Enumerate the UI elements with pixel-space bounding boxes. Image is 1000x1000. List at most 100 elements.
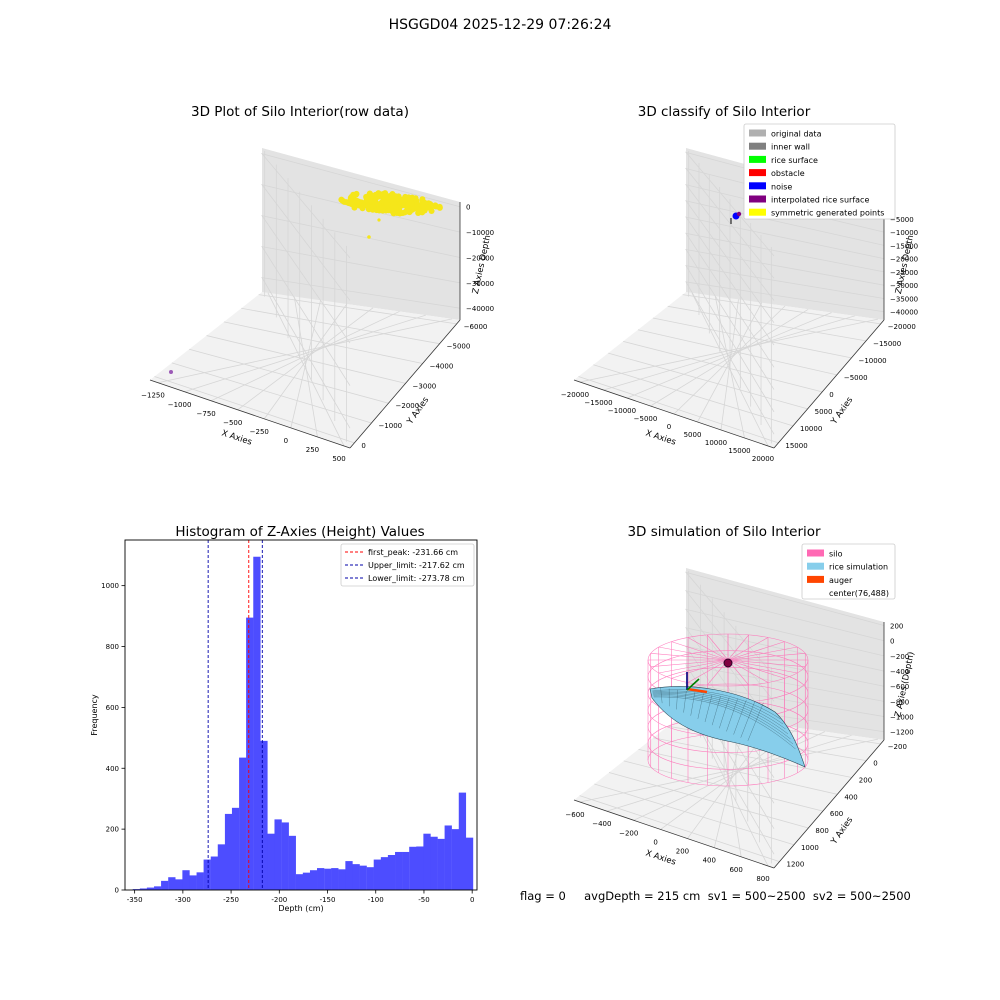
- simulation-3d-plot: −600−400−2000200400600800120010008006004…: [565, 543, 917, 883]
- legend-label: obstacle: [771, 169, 805, 178]
- raw-data-point: [359, 205, 366, 212]
- raw-data-3d-plot: −1250−1000−750−500−25002505000−1000−2000…: [141, 148, 494, 463]
- x-tick-label: 600: [729, 866, 742, 874]
- legend-label: first_peak: -231.66 cm: [368, 548, 458, 557]
- z-tick-label: −35000: [890, 295, 918, 303]
- legend-label: silo: [829, 550, 843, 559]
- raw-data-point: [414, 205, 421, 212]
- raw-data-point: [433, 203, 440, 210]
- rice-mesh-line: [676, 689, 678, 710]
- raw-data-point: [367, 235, 371, 239]
- grid-line: [685, 664, 885, 804]
- z-tick-label: −20000: [890, 256, 918, 264]
- x-tick-label: 15000: [728, 447, 750, 455]
- raw-data-point: [363, 193, 370, 200]
- grid-line: [210, 311, 400, 402]
- rice-mesh-line: [740, 701, 756, 738]
- y-tick-label: 400: [844, 793, 857, 801]
- grid-line: [697, 302, 763, 423]
- grid-line: [685, 248, 885, 390]
- x-axis-label: X Axies: [644, 428, 677, 447]
- histogram-bar: [324, 868, 332, 890]
- grid-line: [682, 294, 881, 325]
- z-tick-label: −1000: [890, 714, 914, 722]
- histogram-bar: [465, 837, 474, 890]
- x-tick-label: −1000: [168, 401, 192, 409]
- grid-line: [578, 376, 779, 444]
- z-tick-label: −10000: [466, 229, 494, 237]
- legend-box: [743, 123, 896, 220]
- histogram-bar: [196, 872, 204, 890]
- histogram-bar: [423, 833, 431, 890]
- x-tick-label: −10000: [608, 407, 636, 415]
- histogram-bar: [203, 859, 211, 890]
- y-tick-label: 10000: [800, 425, 822, 433]
- legend-label: auger: [829, 576, 853, 585]
- z-tick-label: −200: [890, 653, 909, 661]
- histogram-bar: [168, 877, 176, 890]
- y-tick-label: −200: [888, 743, 907, 751]
- rice-mesh-line: [683, 691, 687, 713]
- raw-data-point: [377, 218, 381, 222]
- grid-line: [154, 376, 355, 444]
- legend-label: noise: [771, 182, 792, 191]
- histogram-plot: -350 -300 -250 -200 -150 -100 -50 0 0 200 400 600 80…: [90, 539, 478, 913]
- silo-spoke: [727, 641, 785, 661]
- x-tick-label: 400: [703, 857, 716, 865]
- z-tick-label: −400: [890, 668, 909, 676]
- silo-spoke: [727, 659, 798, 674]
- z-tick-label: 0: [466, 204, 470, 212]
- x-tick-label: -250: [223, 896, 239, 904]
- y-tick-label: 800: [815, 827, 828, 835]
- legend-label: original data: [771, 130, 822, 139]
- rice-mesh-line: [652, 690, 784, 725]
- z-tick-label: −5000: [890, 216, 914, 224]
- grid-line: [714, 296, 745, 439]
- histogram-bar: [246, 617, 254, 890]
- x-tick-label: −1250: [141, 392, 165, 400]
- z-tick-label: −30000: [466, 280, 494, 288]
- x-tick-label: −250: [250, 428, 269, 436]
- histogram-bar: [387, 855, 396, 890]
- panel-title-simulation: 3D simulation of Silo Interior: [627, 524, 821, 540]
- histogram-bar: [139, 888, 148, 890]
- grid-line: [673, 305, 786, 415]
- rice-mesh-line: [660, 687, 663, 704]
- grid-line: [171, 362, 372, 424]
- grid-line: [685, 682, 885, 829]
- y-tick-label: −1000: [378, 422, 402, 430]
- rice-mesh-line: [652, 693, 789, 735]
- grid-line: [237, 307, 374, 411]
- x-tick-label: −400: [592, 820, 611, 828]
- y-tick-label: 600: [830, 810, 843, 818]
- silo-spoke: [707, 634, 729, 661]
- grid-line: [685, 608, 885, 728]
- raw-data-point: [412, 195, 419, 202]
- grid-line: [258, 294, 457, 325]
- raw-data-point: [428, 207, 435, 214]
- silo-spoke: [727, 637, 769, 661]
- z-tick-label: −20000: [466, 254, 494, 262]
- rice-mesh-line: [653, 694, 791, 740]
- y-tick-label: −20000: [888, 323, 916, 331]
- silo-spoke: [650, 652, 729, 661]
- rice-mesh-line: [711, 696, 721, 726]
- x-tick-label: 500: [332, 455, 345, 463]
- raw-data-point: [392, 204, 399, 211]
- silo-spoke: [687, 659, 729, 683]
- legend-label: Lower_limit: -273.78 cm: [368, 574, 465, 583]
- y-tick-label: −4000: [430, 363, 454, 371]
- x-axis-line: [149, 379, 351, 449]
- histogram-bar: [146, 887, 155, 890]
- raw-data-point: [401, 196, 408, 203]
- x-tick-label: −20000: [561, 391, 589, 399]
- plot-frame: [124, 539, 478, 891]
- rice-mesh-line: [652, 692, 786, 730]
- y-tick-label: −5000: [844, 374, 868, 382]
- grid-line: [637, 329, 837, 376]
- raw-data-point: [387, 196, 394, 203]
- rice-mesh-line: [747, 702, 764, 741]
- y-tick-label: −15000: [873, 340, 901, 348]
- histogram-bar: [409, 846, 417, 890]
- histogram-bar: [373, 859, 382, 890]
